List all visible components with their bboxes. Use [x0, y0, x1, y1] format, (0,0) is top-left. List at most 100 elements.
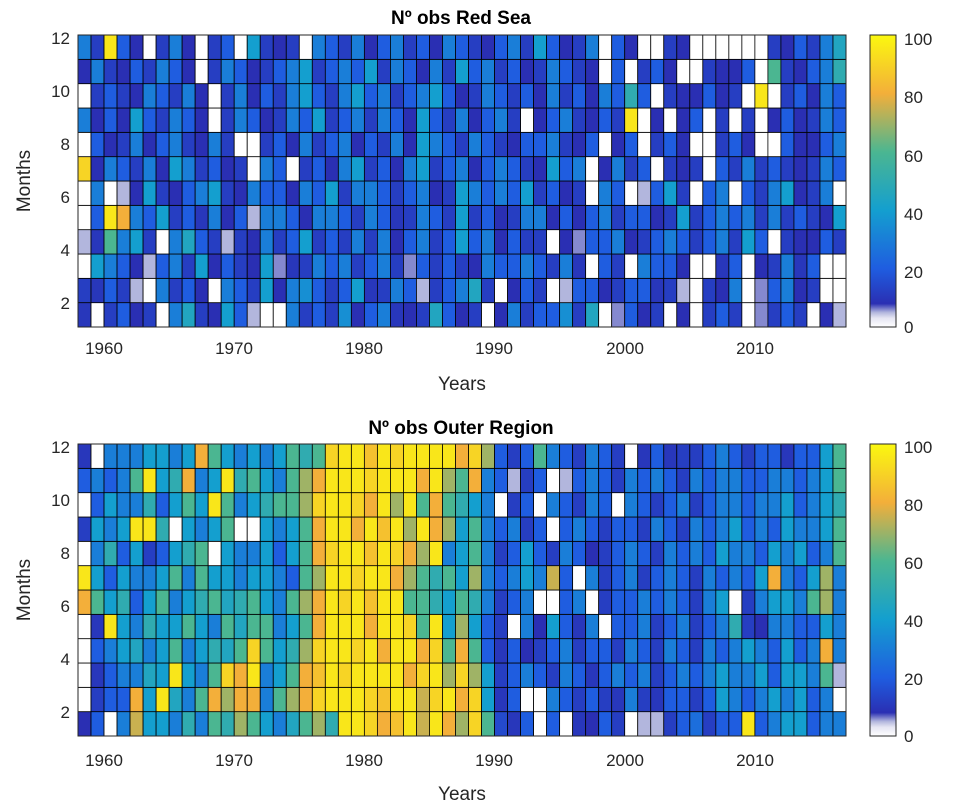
heatmap-cell [650, 83, 665, 109]
heatmap-cell [220, 302, 235, 328]
heatmap-cell [129, 131, 144, 158]
heatmap-cell [611, 229, 626, 255]
heatmap-cell [350, 302, 365, 328]
heatmap-cell [520, 565, 535, 591]
heatmap-cell [637, 156, 652, 182]
heatmap-cell [481, 467, 495, 494]
heatmap-cell [390, 686, 404, 713]
heatmap-cell [793, 34, 808, 60]
heatmap-cell [481, 662, 495, 688]
heatmap-cell [546, 131, 561, 158]
heatmap-cell [311, 662, 326, 688]
heatmap-cell [272, 516, 287, 542]
heatmap-cell [429, 253, 443, 279]
heatmap-cell [806, 34, 821, 60]
heatmap-cell [233, 156, 248, 182]
heatmap-cell [832, 711, 847, 737]
y-axis-label: Months [14, 150, 35, 212]
heatmap-cell [533, 686, 548, 713]
heatmap-cell [611, 277, 626, 304]
heatmap-cell [637, 638, 652, 664]
heatmap-cell [181, 156, 196, 182]
heatmap-cell [637, 107, 652, 133]
heatmap-cell [207, 662, 222, 688]
heatmap-cell [272, 565, 287, 591]
heatmap-cell [429, 443, 443, 469]
heatmap-cell [806, 662, 821, 688]
heatmap-cell [793, 638, 808, 664]
heatmap-cell [350, 107, 365, 133]
heatmap-cell [77, 540, 92, 567]
heatmap-cell [637, 58, 652, 85]
heatmap-cell [819, 83, 834, 109]
heatmap-cell [546, 253, 561, 279]
heatmap-cell [403, 711, 417, 737]
heatmap-cell [507, 253, 521, 279]
heatmap-cell [702, 443, 717, 469]
heatmap-cell [363, 662, 378, 688]
heatmap-cell [103, 613, 118, 640]
heatmap-cell [559, 229, 574, 255]
y-tick-label: 12 [51, 438, 70, 457]
heatmap-cell [754, 467, 769, 494]
heatmap-cell [285, 613, 300, 640]
heatmap-cell [194, 540, 209, 567]
heatmap-cell [520, 253, 535, 279]
heatmap-cell [168, 107, 183, 133]
heatmap-cell [520, 58, 535, 85]
heatmap-cell [637, 686, 652, 713]
heatmap-cell [559, 107, 574, 133]
heatmap-cell [429, 516, 443, 542]
heatmap-cell [298, 638, 313, 664]
y-tick-labels: 2 4 6 8 10 12 [51, 438, 70, 722]
heatmap-cell [767, 302, 782, 328]
heatmap-cell [194, 565, 209, 591]
heatmap-cell [337, 204, 352, 231]
heatmap-cell [77, 638, 92, 664]
heatmap-cell [819, 492, 834, 518]
heatmap-cell [819, 131, 834, 158]
heatmap-cell [403, 83, 417, 109]
heatmap-cell [611, 156, 626, 182]
heatmap-cell [780, 516, 795, 542]
heatmap-cell [142, 686, 157, 713]
heatmap-cell [767, 83, 782, 109]
heatmap-cell [455, 253, 469, 279]
heatmap-cell [767, 131, 782, 158]
heatmap-cell [611, 662, 626, 688]
heatmap-cell [507, 107, 521, 133]
heatmap-cell [442, 711, 456, 737]
heatmap-cell [546, 540, 561, 567]
heatmap-cell [754, 492, 769, 518]
heatmap-cell [272, 58, 287, 85]
heatmap-cell [298, 58, 313, 85]
heatmap-cell [819, 277, 834, 304]
heatmap-cell [233, 638, 248, 664]
heatmap-cell [259, 662, 274, 688]
heatmap-cell [77, 34, 92, 60]
heatmap-cell [181, 565, 196, 591]
heatmap-cell [337, 34, 352, 60]
heatmap-cell [598, 277, 613, 304]
heatmap-cell [598, 443, 613, 469]
heatmap-cell [350, 443, 365, 469]
heatmap-cell [702, 565, 717, 591]
heatmap-cell [481, 83, 495, 109]
heatmap-cell [298, 107, 313, 133]
heatmap-cell [416, 589, 430, 615]
heatmap-cell [194, 686, 209, 713]
heatmap-cell [272, 492, 287, 518]
heatmap-cell [390, 516, 404, 542]
heatmap-cell [559, 131, 574, 158]
heatmap-cell [155, 540, 170, 567]
heatmap-cell [585, 107, 600, 133]
heatmap-cell [233, 516, 248, 542]
heatmap-cell [116, 156, 131, 182]
heatmap-cell [572, 131, 587, 158]
heatmap-cell [403, 540, 417, 567]
heatmap-cell [285, 83, 300, 109]
heatmap-cell [793, 492, 808, 518]
heatmap-cell [702, 34, 717, 60]
heatmap-cell [806, 711, 821, 737]
